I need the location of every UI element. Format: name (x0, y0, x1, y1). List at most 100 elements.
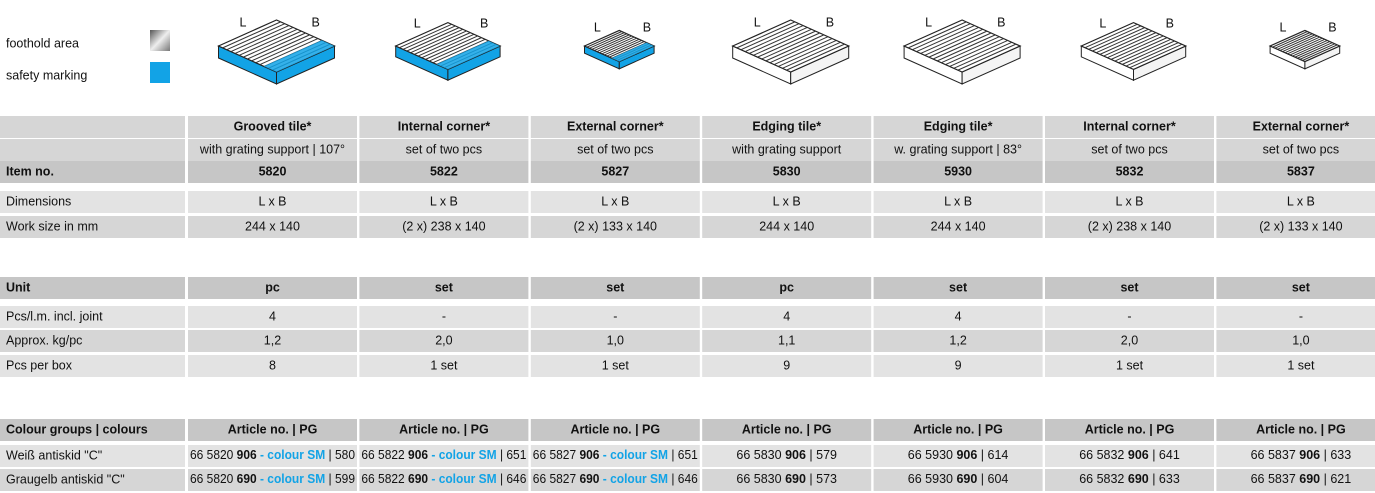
cell (530, 139, 700, 161)
article-part: - colour SM (599, 448, 668, 462)
cell-text: L x B (944, 194, 972, 208)
groove (1084, 23, 1138, 49)
diagram-label: L (1099, 17, 1106, 31)
cell (188, 191, 357, 213)
groove (239, 28, 298, 56)
cell-text: w. grating support | 83° (893, 142, 1022, 156)
article-number: 66 5830 906 | 579 (736, 448, 837, 462)
groove (924, 28, 984, 56)
diagram-label: B (1328, 20, 1336, 34)
row-label: Graugelb antiskid "C" (6, 472, 125, 486)
article-part: - colour SM (257, 448, 326, 462)
groove (749, 26, 808, 54)
cell (530, 330, 700, 352)
groove (1110, 35, 1164, 60)
cell-text: set (435, 280, 454, 294)
groove (1282, 35, 1318, 53)
cell (1216, 161, 1375, 183)
cell (188, 469, 357, 491)
article-part: | 651 (497, 448, 527, 462)
cell (702, 306, 872, 328)
row-label: Work size in mm (6, 219, 98, 233)
row-label: Approx. kg/pc (6, 333, 82, 347)
cell (1045, 191, 1214, 213)
legend-label: safety marking (6, 68, 87, 82)
groove (594, 34, 630, 51)
cell-text: - (442, 309, 446, 323)
safety-band (436, 40, 501, 70)
article-part: 690 (1299, 472, 1320, 486)
cell-text: 4 (269, 309, 276, 323)
cell (1045, 469, 1214, 491)
diagram-label: L (594, 20, 601, 34)
cell (359, 216, 529, 238)
article-part: 690 (785, 472, 806, 486)
groove (761, 32, 820, 60)
groove (604, 38, 640, 56)
article-part: 66 5822 (361, 472, 408, 486)
cell (873, 116, 1043, 138)
cell-text: 1 set (1287, 358, 1315, 372)
cell (359, 161, 529, 183)
groove (599, 36, 635, 54)
groove (1107, 33, 1160, 59)
article-part: 66 5830 (736, 472, 785, 486)
groove (953, 41, 1013, 69)
cell-text: Internal corner* (398, 119, 491, 133)
diagram-label: L (925, 15, 932, 29)
groove (406, 27, 460, 52)
cell-text: 8 (269, 358, 276, 372)
row-label-cell (0, 161, 185, 183)
row-label-cell (0, 355, 185, 377)
cell (359, 330, 529, 352)
groove (945, 38, 1004, 66)
article-part: 66 5930 (908, 472, 957, 486)
cell-text: External corner* (567, 119, 664, 133)
cell (873, 191, 1043, 213)
groove (1122, 40, 1175, 65)
cell-text: Article no. | PG (742, 422, 832, 436)
groove (753, 28, 812, 56)
article-number: 66 5930 906 | 614 (908, 448, 1009, 462)
cell-text: with grating support | 107° (199, 142, 345, 156)
cell-text: L x B (1287, 194, 1315, 208)
cell-text: 1,2 (264, 333, 281, 347)
groove (1302, 44, 1338, 61)
cell-text: set (1292, 280, 1311, 294)
cell (1216, 419, 1375, 441)
cell-text: 1 set (430, 358, 458, 372)
groove (1096, 28, 1149, 54)
article-number: 66 5930 690 | 604 (908, 472, 1009, 486)
cell (1045, 419, 1214, 441)
article-part: 66 5837 (1251, 472, 1300, 486)
article-number: 66 5820 906 - colour SM | 580 (190, 448, 355, 462)
row-label-cell (0, 116, 185, 138)
cell-text: 1,0 (1292, 333, 1309, 347)
cell (1216, 445, 1375, 467)
cell-text: 5832 (1116, 164, 1144, 178)
groove (1103, 32, 1157, 57)
diagram-label: L (754, 15, 761, 29)
cell (530, 216, 700, 238)
row-label-cell (0, 469, 185, 491)
article-part: 66 5827 (533, 448, 580, 462)
cell (702, 445, 872, 467)
groove (255, 36, 314, 64)
cell-text: Article no. | PG (228, 422, 318, 436)
cell-text: set (606, 280, 625, 294)
groove (1129, 43, 1183, 69)
row-label: Weiß antiskid "C" (6, 448, 102, 462)
groove (586, 31, 622, 48)
groove (786, 43, 845, 71)
cell-text: L x B (430, 194, 458, 208)
cell-text: 5820 (259, 164, 287, 178)
groove (1274, 32, 1311, 49)
cell (359, 445, 529, 467)
legend-label: foothold area (6, 36, 79, 50)
cell-text: set (1120, 280, 1139, 294)
cell (1216, 330, 1375, 352)
